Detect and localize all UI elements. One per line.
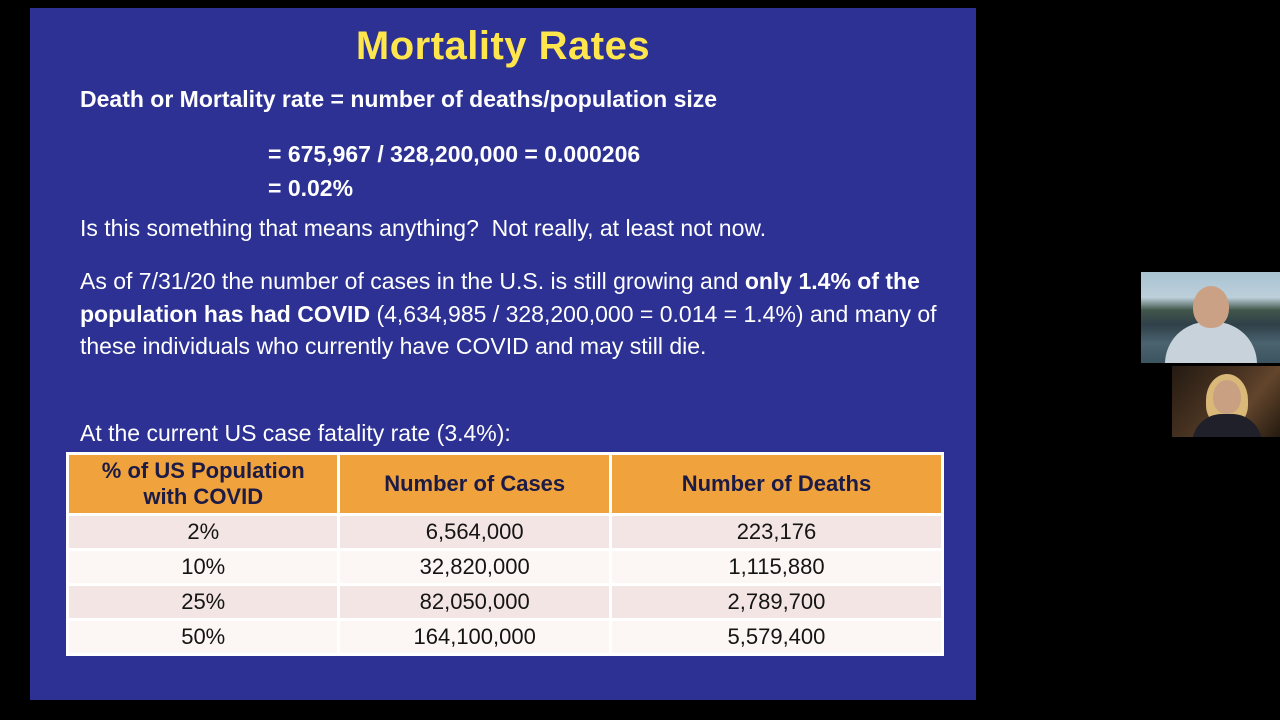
webcam-thumbnail-1 [1141, 272, 1280, 363]
cell-population-pct: 10% [69, 551, 338, 583]
presenter-1-head [1193, 286, 1229, 328]
cell-cases: 164,100,000 [340, 621, 609, 653]
column-header-population-pct: % of US Population with COVID [69, 455, 338, 513]
cell-deaths: 2,789,700 [611, 586, 941, 618]
calculation-line-1: = 675,967 / 328,200,000 = 0.000206 [268, 141, 641, 167]
table-row: 25% 82,050,000 2,789,700 [69, 586, 941, 618]
presentation-slide: Mortality Rates Death or Mortality rate … [30, 8, 976, 700]
mortality-rate-calculation: = 675,967 / 328,200,000 = 0.000206 = 0.0… [268, 137, 640, 205]
paragraph-part-2: (4,634,985 / 328,200,000 = 0.014 = 1.4%)… [80, 300, 937, 360]
cell-deaths: 223,176 [611, 516, 941, 548]
cell-population-pct: 25% [69, 586, 338, 618]
paragraph-part-1: As of 7/31/20 the number of cases in the… [80, 268, 745, 294]
projection-table: % of US Population with COVID Number of … [66, 452, 944, 656]
mortality-rate-definition: Death or Mortality rate = number of deat… [80, 86, 718, 112]
presenter-2-face [1213, 380, 1241, 414]
cell-population-pct: 50% [69, 621, 338, 653]
cell-cases: 32,820,000 [340, 551, 609, 583]
meaning-question-line: Is this something that means anything? N… [80, 215, 767, 241]
covid-growth-paragraph: As of 7/31/20 the number of cases in the… [80, 265, 952, 363]
table-row: 50% 164,100,000 5,579,400 [69, 621, 941, 653]
table-row: 10% 32,820,000 1,115,880 [69, 551, 941, 583]
cell-deaths: 1,115,880 [611, 551, 941, 583]
column-header-cases: Number of Cases [340, 455, 609, 513]
presenter-2-torso [1192, 414, 1262, 437]
column-header-deaths: Number of Deaths [611, 455, 941, 513]
case-fatality-rate-line: At the current US case fatality rate (3.… [80, 420, 511, 446]
cell-cases: 6,564,000 [340, 516, 609, 548]
cell-population-pct: 2% [69, 516, 338, 548]
projection-table-container: % of US Population with COVID Number of … [66, 452, 944, 656]
cell-cases: 82,050,000 [340, 586, 609, 618]
paragraph-bold-segment: only 1.4% of the population has had COVI… [80, 268, 920, 327]
calculation-line-2: = 0.02% [268, 175, 354, 201]
table-header-row: % of US Population with COVID Number of … [69, 455, 941, 513]
table-row: 2% 6,564,000 223,176 [69, 516, 941, 548]
cell-deaths: 5,579,400 [611, 621, 941, 653]
presenter-1-body [1165, 322, 1257, 363]
slide-title: Mortality Rates [355, 24, 651, 68]
webcam-thumbnail-2 [1172, 366, 1280, 437]
